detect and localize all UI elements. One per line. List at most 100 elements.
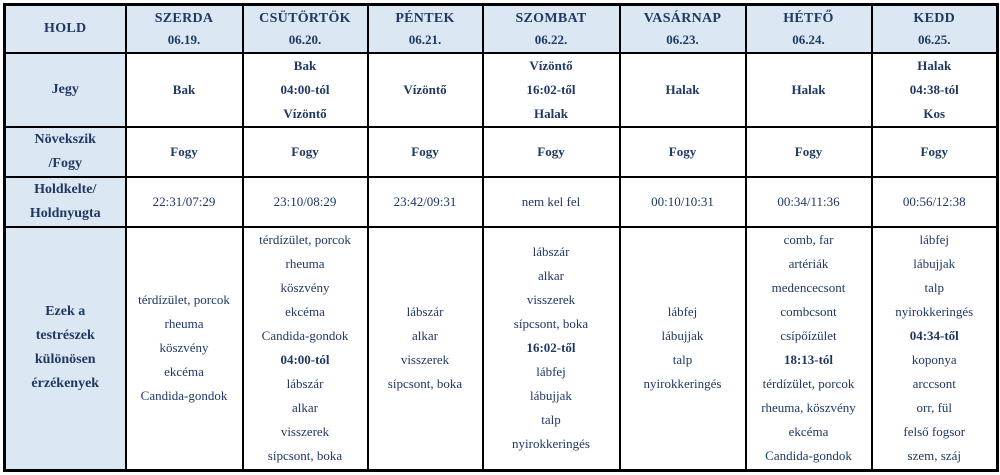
day-name: CSÜTÖRTÖK bbox=[259, 10, 351, 26]
cell-line: combcsont bbox=[780, 304, 837, 320]
cell-line: Candida-gondok bbox=[261, 328, 349, 344]
sign-cell-hetfo: Halak bbox=[744, 51, 873, 128]
waxing-waning-row: Növekszik/Fogy Fogy Fogy Fogy Fogy Fogy … bbox=[3, 125, 999, 178]
parts-cell-csutortok: térdízület, porcok rheuma köszvény ekcéma Ca… bbox=[241, 225, 369, 472]
cell-line: sípcsont, boka bbox=[267, 448, 343, 464]
cell-line: ekcéma bbox=[285, 304, 325, 320]
cell-line: medencecsont bbox=[771, 280, 846, 296]
cell-line: Bak bbox=[293, 57, 317, 73]
cell-line: Vízöntő bbox=[529, 57, 573, 73]
header-row: HOLD SZERDA 06.19. CSÜTÖRTÖK 06.20. PÉNT… bbox=[3, 3, 999, 54]
cell-line: 23:10/08:29 bbox=[273, 193, 337, 209]
day-date: 06.21. bbox=[408, 31, 442, 47]
rise-set-cell-vasarnap: 00:10/10:31 bbox=[618, 175, 747, 228]
rise-set-cell-pentek: 23:42/09:31 bbox=[366, 175, 484, 228]
cell-line: visszerek bbox=[280, 424, 330, 440]
cell-line: Kos bbox=[923, 105, 946, 121]
cell-line: Vízöntő bbox=[403, 81, 447, 97]
day-date: 06.24. bbox=[792, 31, 825, 47]
cell-line: 18:13-tól bbox=[783, 352, 834, 368]
cell-line: Halak bbox=[665, 81, 700, 97]
row-label-holdkelte: Holdkelte/Holdnyugta bbox=[3, 175, 127, 228]
day-date: 06.22. bbox=[534, 31, 568, 47]
cell-line: 00:34/11:36 bbox=[777, 193, 840, 209]
cell-line: Halak bbox=[791, 81, 826, 97]
col-header-kedd: KEDD 06.25. bbox=[870, 3, 999, 54]
cell-line: rheuma bbox=[164, 316, 204, 332]
cell-line: Fogy bbox=[668, 143, 697, 159]
cell-line: artériák bbox=[788, 256, 829, 272]
cell-line: visszerek bbox=[526, 292, 576, 308]
cell-line: Vízöntő bbox=[283, 105, 327, 121]
cell-line: alkar bbox=[292, 400, 318, 416]
cell-line: 00:56/12:38 bbox=[902, 193, 966, 209]
day-name: SZOMBAT bbox=[515, 10, 587, 26]
cell-line: Candida-gondok bbox=[140, 388, 228, 404]
cell-line: köszvény bbox=[159, 340, 209, 356]
phase-cell-csutortok: Fogy bbox=[241, 125, 369, 178]
cell-line: rheuma bbox=[285, 256, 325, 272]
cell-line: Ezek a bbox=[45, 304, 86, 320]
cell-line: talp bbox=[541, 412, 561, 428]
body-parts-row: Ezek a testrészek különösen érzékenyek térd… bbox=[3, 225, 999, 472]
cell-line: arccsont bbox=[912, 376, 956, 392]
phase-cell-vasarnap: Fogy bbox=[618, 125, 747, 178]
day-name: PÉNTEK bbox=[395, 10, 455, 26]
parts-cell-szerda: térdízület, porcok rheuma köszvény ekcéma Ca… bbox=[124, 225, 244, 472]
day-name: HÉTFŐ bbox=[783, 10, 834, 26]
parts-cell-hetfo: comb, far artériák medencecsont combcsont cs… bbox=[744, 225, 873, 472]
cell-line: nem kel fel bbox=[521, 193, 581, 209]
col-header-vasarnap: VASÁRNAP 06.23. bbox=[618, 3, 747, 54]
parts-cell-vasarnap: lábfej lábujjak talp nyirokkeringés bbox=[618, 225, 747, 472]
day-name: KEDD bbox=[913, 10, 956, 26]
cell-line: Holdkelte/ bbox=[34, 181, 97, 197]
day-date: 06.23. bbox=[666, 31, 699, 47]
cell-line: Halak bbox=[917, 57, 952, 73]
cell-line: Fogy bbox=[920, 143, 948, 159]
cell-line: sípcsont, boka bbox=[513, 316, 589, 332]
moon-calendar-table: HOLD SZERDA 06.19. CSÜTÖRTÖK 06.20. PÉNT… bbox=[3, 3, 999, 472]
col-header-szerda: SZERDA 06.19. bbox=[124, 3, 244, 54]
cell-line: térdízület, porcok bbox=[259, 232, 351, 248]
cell-line: ekcéma bbox=[788, 424, 829, 440]
cell-line: sípcsont, boka bbox=[387, 376, 463, 392]
cell-line: Candida-gondok bbox=[765, 448, 852, 464]
cell-line: Fogy bbox=[291, 143, 319, 159]
rise-set-cell-csutortok: 23:10/08:29 bbox=[241, 175, 369, 228]
col-header-pentek: PÉNTEK 06.21. bbox=[366, 3, 484, 54]
cell-line: csípőízület bbox=[780, 328, 837, 344]
col-header-szombat: SZOMBAT 06.22. bbox=[481, 3, 621, 54]
cell-line: Fogy bbox=[170, 143, 198, 159]
cell-line: Fogy bbox=[537, 143, 565, 159]
moonrise-moonset-row: Holdkelte/Holdnyugta 22:31/07:29 23:10/0… bbox=[3, 175, 999, 228]
rise-set-cell-szombat: nem kel fel bbox=[481, 175, 621, 228]
day-name: VASÁRNAP bbox=[643, 10, 722, 26]
cell-line: lábszár bbox=[532, 244, 570, 260]
cell-line: comb, far bbox=[783, 232, 834, 248]
cell-line: visszerek bbox=[400, 352, 450, 368]
phase-cell-hetfo: Fogy bbox=[744, 125, 873, 178]
cell-line: lábszár bbox=[286, 376, 324, 392]
row-label-testreszek: Ezek a testrészek különösen érzékenyek bbox=[3, 225, 127, 472]
cell-line: koponya bbox=[911, 352, 957, 368]
phase-cell-szerda: Fogy bbox=[124, 125, 244, 178]
sign-cell-szerda: Bak bbox=[124, 51, 244, 128]
cell-line: lábszár bbox=[406, 304, 444, 320]
cell-line: lábujjak bbox=[661, 328, 704, 344]
cell-line: lábujjak bbox=[913, 256, 956, 272]
rise-set-cell-szerda: 22:31/07:29 bbox=[124, 175, 244, 228]
cell-line: Növekszik bbox=[34, 131, 96, 147]
parts-cell-szombat: lábszár alkar visszerek sípcsont, boka 16:02… bbox=[481, 225, 621, 472]
cell-line: ekcéma bbox=[164, 364, 204, 380]
phase-cell-szombat: Fogy bbox=[481, 125, 621, 178]
cell-line: térdízület, porcok bbox=[138, 292, 230, 308]
cell-line: 23:42/09:31 bbox=[393, 193, 457, 209]
cell-line: Fogy bbox=[411, 143, 439, 159]
cell-line: Jegy bbox=[51, 81, 79, 97]
day-date: 06.20. bbox=[288, 31, 322, 47]
cell-line: 04:00-tól bbox=[280, 81, 330, 97]
cell-line: Fogy bbox=[794, 143, 823, 159]
cell-line: /Fogy bbox=[48, 155, 82, 171]
